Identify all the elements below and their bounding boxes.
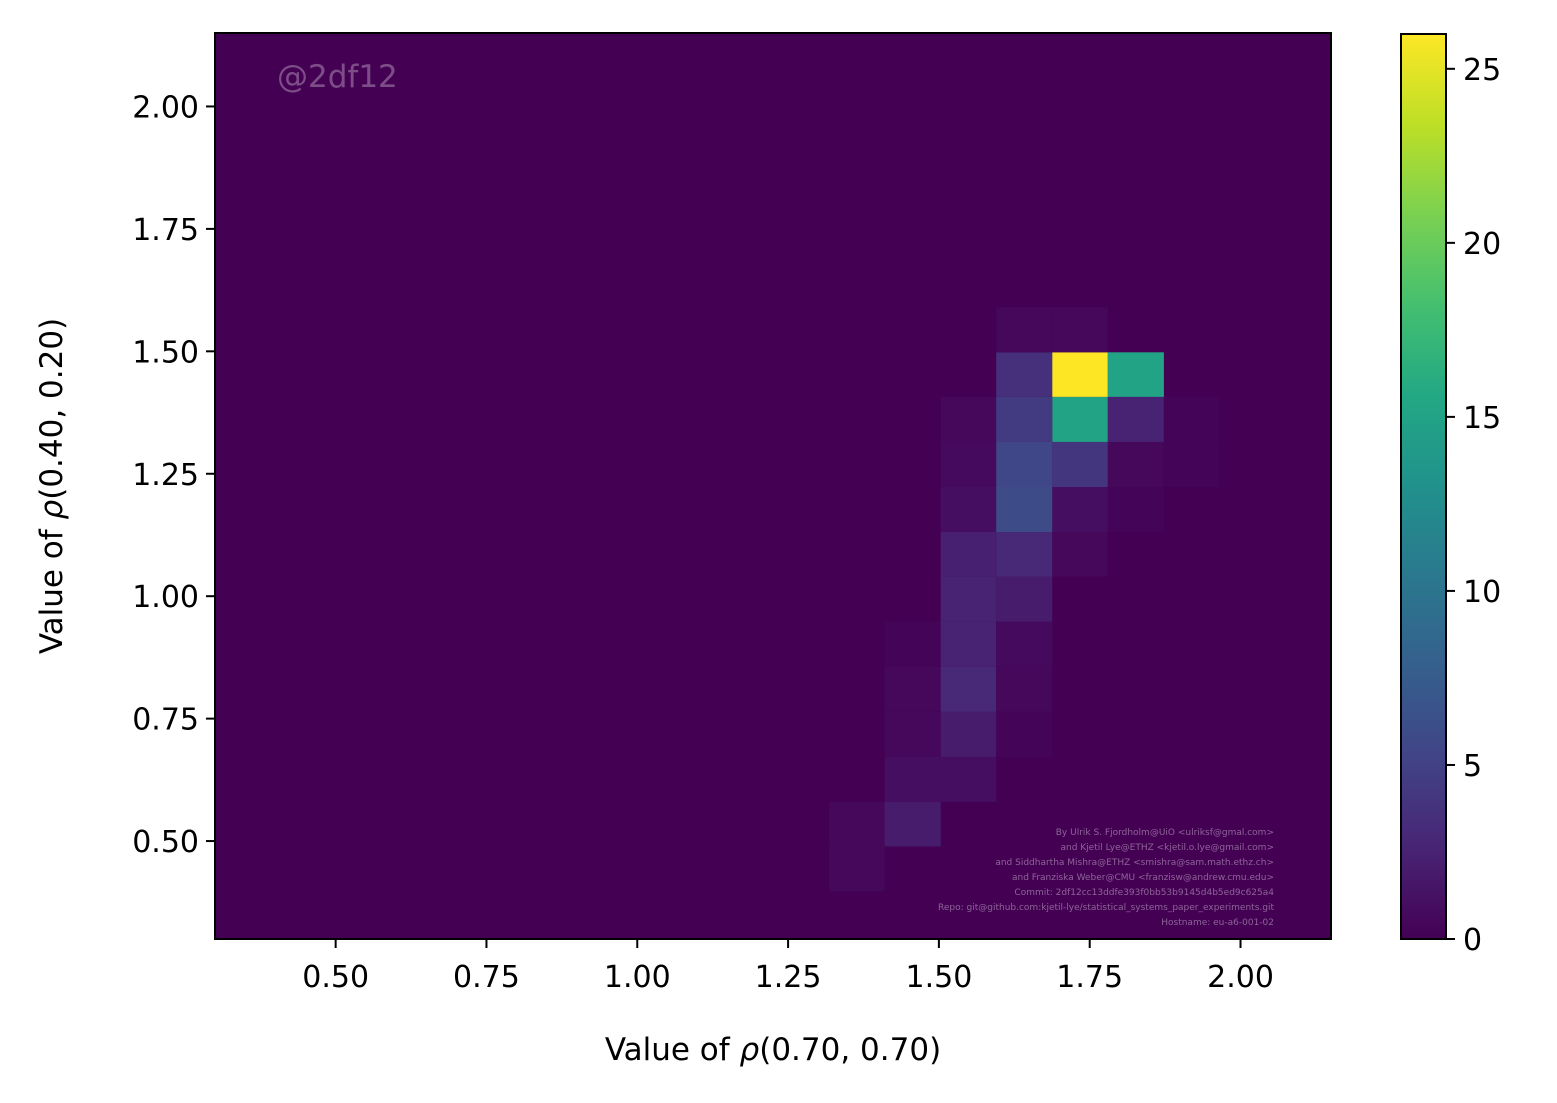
- heatmap-cell: [996, 621, 1053, 667]
- heatmap-cells: [829, 307, 1220, 892]
- heatmap-cell: [1107, 441, 1164, 487]
- x-tick-label: 2.00: [1207, 960, 1274, 995]
- credit-line: and Siddhartha Mishra@ETHZ <smishra@sam.…: [995, 858, 1274, 868]
- heatmap-cell: [940, 441, 997, 487]
- heatmap-cell: [996, 396, 1053, 442]
- heatmap-cell: [996, 486, 1053, 533]
- y-tick-label: 0.50: [132, 825, 199, 860]
- heatmap-cell: [884, 711, 941, 757]
- heatmap-cell: [884, 621, 941, 667]
- heatmap-cell: [996, 532, 1053, 577]
- heatmap-cell: [996, 711, 1053, 757]
- colorbar-ticks: 0 5 10 15 20 25: [1446, 53, 1501, 958]
- heatmap-cell: [1052, 396, 1108, 442]
- x-tick-label: 0.75: [453, 960, 520, 995]
- colorbar-tick-label: 10: [1463, 575, 1501, 610]
- y-tick-label: 0.75: [132, 703, 199, 738]
- heatmap-cell: [1107, 486, 1164, 533]
- credit-line: Hostname: eu-a6-001-02: [1161, 918, 1274, 928]
- x-axis: 0.50 0.75 1.00 1.25 1.50 1.75 2.00: [302, 939, 1274, 995]
- heatmap-cell: [1107, 352, 1164, 397]
- heatmap-cell: [1052, 486, 1108, 533]
- x-tick-label: 1.00: [604, 960, 671, 995]
- y-tick-label: 1.50: [132, 335, 199, 370]
- heatmap-cell: [829, 801, 885, 847]
- colorbar-tick-label: 15: [1463, 401, 1501, 436]
- heatmap-cell: [940, 666, 997, 712]
- heatmap-cell: [996, 352, 1053, 397]
- heatmap-cell: [996, 307, 1053, 353]
- watermark-text: @2df12: [277, 59, 398, 95]
- heatmap-cell: [1052, 441, 1108, 487]
- y-tick-label: 1.75: [132, 213, 199, 248]
- heatmap-cell: [940, 711, 997, 757]
- y-axis: 0.50 0.75 1.00 1.25 1.50 1.75 2.00: [132, 90, 215, 860]
- heatmap-cell: [996, 576, 1053, 622]
- heatmap-cell: [1163, 396, 1220, 442]
- credit-line: Commit: 2df12cc13ddfe393f0bb53b9145d4b5e…: [1014, 888, 1274, 898]
- credits-block: By Ulrik S. Fjordholm@UiO <ulriksf@gmal.…: [938, 828, 1274, 928]
- y-tick-label: 1.25: [132, 458, 199, 493]
- heatmap-cell: [884, 756, 941, 802]
- heatmap-cell: [829, 846, 885, 892]
- heatmap-cell: [1052, 307, 1108, 353]
- heatmap-cell: [940, 576, 997, 622]
- colorbar-tick-label: 20: [1463, 227, 1501, 262]
- y-axis-label: Value of ρ(0.40, 0.20): [34, 318, 70, 654]
- heatmap-cell: [1052, 532, 1108, 577]
- heatmap-cell: [996, 441, 1053, 487]
- x-tick-label: 1.25: [755, 960, 822, 995]
- x-axis-label: Value of ρ(0.70, 0.70): [605, 1032, 941, 1068]
- colorbar: [1400, 33, 1447, 940]
- x-tick-label: 1.50: [905, 960, 972, 995]
- colorbar-tick-label: 0: [1463, 923, 1482, 958]
- y-tick-label: 1.00: [132, 580, 199, 615]
- credit-line: By Ulrik S. Fjordholm@UiO <ulriksf@gmal.…: [1056, 828, 1274, 838]
- x-tick-label: 1.75: [1056, 960, 1123, 995]
- heatmap-cell: [884, 666, 941, 712]
- heatmap-cell: [996, 666, 1053, 712]
- heatmap-cell: [940, 621, 997, 667]
- credit-line: and Franziska Weber@CMU <franzisw@andrew…: [1012, 873, 1274, 883]
- heatmap-cell: [940, 756, 997, 802]
- credit-line: and Kjetil Lye@ETHZ <kjetil.o.lye@gmail.…: [1060, 843, 1274, 853]
- heatmap-cell: [1107, 396, 1164, 442]
- heatmap-cell: [1163, 441, 1220, 487]
- heatmap-cell: [940, 396, 997, 442]
- heatmap-cell: [884, 801, 941, 847]
- colorbar-tick-label: 25: [1463, 53, 1501, 88]
- heatmap-cell: [1052, 352, 1108, 397]
- colorbar-tick-label: 5: [1463, 749, 1482, 784]
- x-tick-label: 0.50: [302, 960, 369, 995]
- y-tick-label: 2.00: [132, 90, 199, 125]
- plot-frame: [214, 32, 1332, 940]
- heatmap-cell: [940, 532, 997, 577]
- heatmap-cell: [940, 486, 997, 533]
- credit-line: Repo: git@github.com:kjetil-lye/statisti…: [938, 903, 1274, 913]
